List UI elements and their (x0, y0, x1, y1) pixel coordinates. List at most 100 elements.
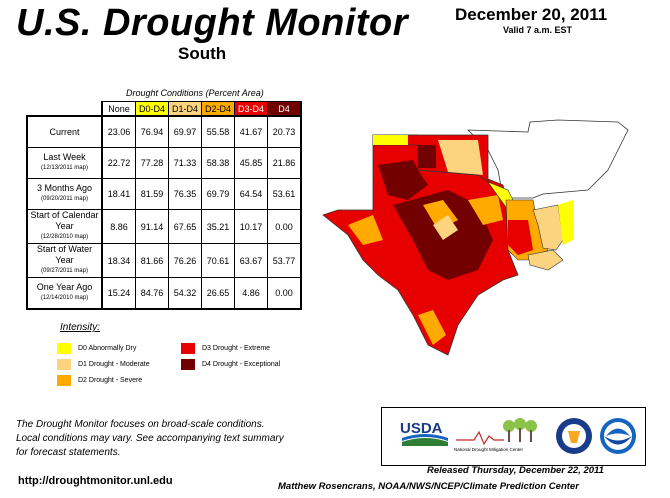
legend-item-d2: D2 Drought - Severe (57, 375, 142, 386)
table-cell: 8.86 (101, 209, 136, 244)
table-cell: 70.61 (201, 243, 235, 278)
ndmc-text-line2: Drought Mitigation Center (471, 447, 524, 452)
row-label: Start of Water Year (09/27/2011 map) (26, 243, 103, 278)
legend-swatch (57, 343, 71, 354)
table-cell: 41.67 (234, 115, 268, 148)
legend-label: D2 Drought - Severe (78, 377, 143, 384)
table-cell: 81.66 (135, 243, 169, 278)
row-label: Last Week (12/13/2011 map) (26, 147, 103, 179)
table-row: Current 23.06 76.94 69.97 55.58 41.67 20.73 (26, 115, 302, 148)
table-cell: 76.26 (168, 243, 202, 278)
legend-item-d0: D0 Abnormally Dry (57, 343, 136, 354)
table-cell: 55.58 (201, 115, 235, 148)
table-cell: 67.65 (168, 209, 202, 244)
table-caption: Drought Conditions (Percent Area) (126, 88, 264, 98)
row-label-text: Start of Water Year (36, 244, 93, 265)
table-cell: 0.00 (267, 277, 302, 310)
table-cell: 10.17 (234, 209, 268, 244)
region-label: South (178, 44, 227, 63)
table-cell: 76.94 (135, 115, 169, 148)
release-date: Released Thursday, December 22, 2011 (427, 465, 604, 476)
legend-label: D4 Drought - Exceptional (202, 361, 281, 368)
column-header: D4 (267, 101, 302, 117)
southeast-states (487, 181, 573, 271)
legend-swatch (181, 343, 195, 354)
table-cell: 23.06 (101, 115, 136, 148)
note-line: for forecast statements. (16, 447, 121, 458)
row-label-date: (12/14/2010 map) (40, 295, 89, 301)
table-cell: 21.86 (267, 147, 302, 179)
table-cell: 69.97 (168, 115, 202, 148)
table-cell: 64.54 (234, 178, 268, 210)
row-label: Current (26, 115, 103, 148)
map-date: December 20, 2011 (455, 5, 608, 24)
ndmc-text-line1: National (454, 447, 471, 452)
commerce-seal-icon (555, 417, 593, 460)
texas (322, 134, 519, 356)
row-label-date: (09/27/2011 map) (41, 268, 88, 274)
table-cell: 4.86 (234, 277, 268, 310)
noaa-logo-icon (599, 417, 637, 460)
column-header: D1-D4 (168, 101, 202, 117)
table-cell: 58.38 (201, 147, 235, 179)
disclaimer-note: The Drought Monitor focuses on broad-sca… (16, 418, 346, 460)
legend-swatch (181, 359, 195, 370)
row-label: One Year Ago (12/14/2010 map) (26, 277, 103, 310)
table-cell: 53.61 (267, 178, 302, 210)
page-title: U.S. Drought Monitor (16, 2, 409, 44)
row-label-date: (12/28/2010 map) (40, 234, 89, 240)
table-cell: 71.33 (168, 147, 202, 179)
logos-panel: USDA National Drought Mitigation Center (381, 407, 646, 466)
oklahoma (372, 134, 489, 183)
legend-item-d1: D1 Drought - Moderate (57, 359, 150, 370)
column-header: D3-D4 (234, 101, 268, 117)
drought-conditions-table: None D0-D4 D1-D4 D2-D4 D3-D4 D4 Current 23.06 7… (26, 101, 302, 310)
row-label-date: (12/13/2011 map) (41, 165, 88, 171)
table-cell: 54.32 (168, 277, 202, 310)
usda-logo-graphic (402, 434, 448, 446)
legend-label: D3 Drought - Extreme (202, 345, 271, 352)
table-cell: 53.77 (267, 243, 302, 278)
table-header-row: None D0-D4 D1-D4 D2-D4 D3-D4 D4 (27, 101, 302, 117)
ndmc-logo: National Drought Mitigation Center (454, 414, 544, 453)
table-cell: 69.79 (201, 178, 235, 210)
row-label-date: (09/20/2011 map) (41, 196, 88, 202)
row-label-text: Current (49, 126, 80, 137)
table-cell: 63.67 (234, 243, 268, 278)
valid-time: Valid 7 a.m. EST (503, 25, 573, 35)
legend-swatch (57, 375, 71, 386)
table-cell: 77.28 (135, 147, 169, 179)
row-label: 3 Months Ago (09/20/2011 map) (26, 178, 103, 210)
table-cell: 18.41 (101, 178, 136, 210)
row-label-text: Last Week (43, 152, 86, 162)
table-corner (27, 101, 103, 117)
note-line: Local conditions may vary. See accompany… (16, 433, 284, 444)
ndmc-text: National Drought Mitigation Center (454, 447, 523, 452)
ndmc-logo-graphic (456, 418, 537, 446)
column-header: D0-D4 (135, 101, 169, 117)
row-label: Start of Calendar Year (12/28/2010 map) (26, 209, 103, 244)
table-cell: 15.24 (101, 277, 136, 310)
usda-logo: USDA (400, 420, 450, 453)
note-line: The Drought Monitor focuses on broad-sca… (16, 419, 265, 430)
table-cell: 22.72 (101, 147, 136, 179)
legend-swatch (57, 359, 71, 370)
usda-text: USDA (400, 420, 443, 437)
row-label-text: Start of Calendar Year (30, 210, 99, 231)
table-cell: 76.35 (168, 178, 202, 210)
website-link[interactable]: http://droughtmonitor.unl.edu (18, 475, 173, 487)
table-cell: 0.00 (267, 209, 302, 244)
table-cell: 18.34 (101, 243, 136, 278)
drought-map (322, 119, 629, 356)
table-row: Last Week (12/13/2011 map) 22.72 77.28 71.33… (26, 147, 302, 179)
legend-item-d3: D3 Drought - Extreme (181, 343, 270, 354)
author-credit: Matthew Rosencrans, NOAA/NWS/NCEP/Climat… (278, 481, 579, 492)
neighbor-states (467, 119, 629, 199)
column-header: D2-D4 (201, 101, 235, 117)
legend-item-d4: D4 Drought - Exceptional (181, 359, 280, 370)
row-label-text: 3 Months Ago (36, 183, 93, 193)
legend-label: D0 Abnormally Dry (78, 345, 137, 352)
table-cell: 84.76 (135, 277, 169, 310)
column-header: None (101, 101, 136, 117)
table-row: 3 Months Ago (09/20/2011 map) 18.41 81.59 76… (26, 178, 302, 210)
